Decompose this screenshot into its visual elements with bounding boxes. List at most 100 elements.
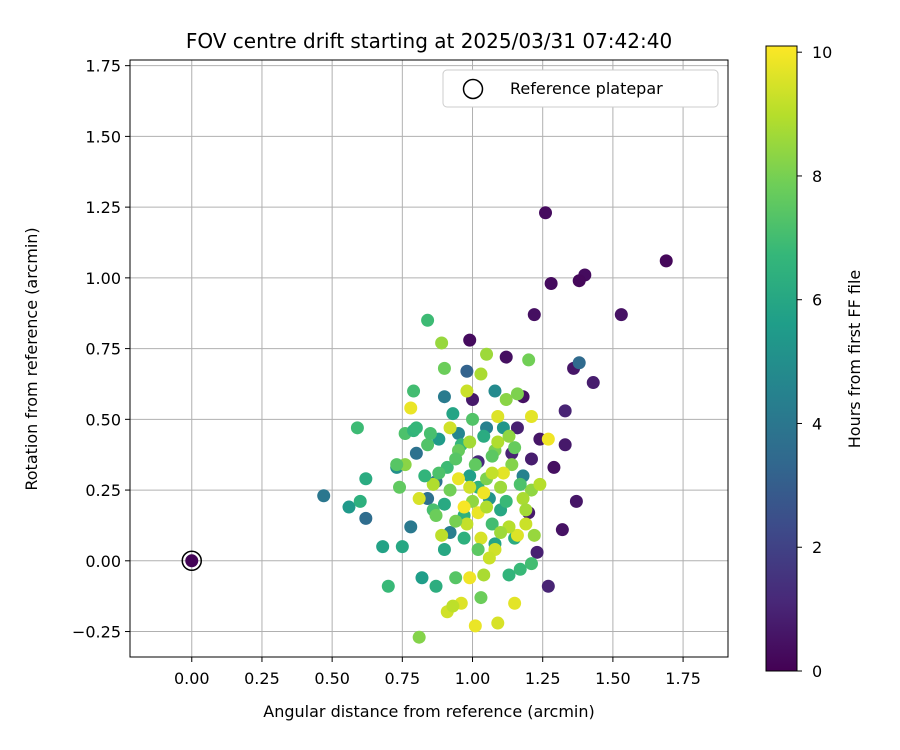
- data-point: [393, 480, 407, 494]
- data-point: [435, 528, 449, 542]
- data-point: [423, 426, 437, 440]
- y-tick-label: 0.00: [85, 552, 121, 571]
- data-point: [659, 254, 673, 268]
- colorbar-tick-label: 6: [812, 291, 822, 310]
- plot-area-frame: [129, 59, 729, 658]
- data-point: [513, 562, 527, 576]
- data-point: [569, 494, 583, 508]
- y-tick-label: 1.50: [85, 127, 121, 146]
- data-point: [471, 542, 485, 556]
- data-point: [474, 531, 488, 545]
- data-point: [480, 347, 494, 361]
- y-tick-label: 0.25: [85, 481, 121, 500]
- y-tick-label: 0.50: [85, 410, 121, 429]
- data-point: [527, 308, 541, 322]
- data-point: [572, 356, 586, 370]
- data-point: [524, 557, 538, 571]
- data-point: [496, 466, 510, 480]
- data-point: [463, 469, 477, 483]
- data-point: [614, 308, 628, 322]
- grid: [130, 60, 728, 657]
- legend: Reference platepar: [442, 69, 719, 108]
- data-points: [181, 206, 673, 644]
- data-point: [466, 412, 480, 426]
- data-point: [437, 542, 451, 556]
- data-point: [491, 410, 505, 424]
- x-tick-label: 1.50: [595, 669, 631, 688]
- data-point: [429, 579, 443, 593]
- data-point: [516, 492, 530, 506]
- data-point: [499, 393, 513, 407]
- data-point: [586, 376, 600, 390]
- data-point: [510, 421, 524, 435]
- x-tick-label: 0.75: [385, 669, 421, 688]
- data-point: [519, 503, 533, 517]
- legend-entry-reference: Reference platepar: [510, 79, 663, 98]
- data-point: [502, 429, 516, 443]
- data-point: [435, 336, 449, 350]
- y-axis-label: Rotation from reference (arcmin): [22, 227, 41, 490]
- data-point: [541, 432, 555, 446]
- data-point: [513, 477, 527, 491]
- y-axis: −0.25 0.00 0.25 0.50 0.75 1.00 1.25 1.50 1.75: [72, 57, 130, 642]
- data-point: [488, 384, 502, 398]
- data-point: [418, 469, 432, 483]
- data-point: [407, 384, 421, 398]
- data-point: [353, 494, 367, 508]
- data-point: [451, 472, 465, 486]
- data-point: [539, 206, 553, 220]
- data-point: [390, 458, 404, 472]
- colorbar-frame: [765, 45, 798, 672]
- x-tick-label: 0.00: [174, 669, 210, 688]
- data-point: [446, 599, 460, 613]
- data-point: [502, 568, 516, 582]
- data-point: [449, 571, 463, 585]
- colorbar-label: Hours from first FF file: [845, 270, 864, 449]
- data-point: [558, 438, 572, 452]
- data-point: [421, 313, 435, 327]
- data-point: [460, 384, 474, 398]
- data-point: [449, 514, 463, 528]
- data-point: [522, 353, 536, 367]
- x-tick-label: 1.75: [665, 669, 701, 688]
- data-point: [457, 500, 471, 514]
- x-tick-label: 0.50: [314, 669, 350, 688]
- data-point: [443, 421, 457, 435]
- data-point: [463, 435, 477, 449]
- colorbar-tick-label: 8: [812, 167, 822, 186]
- data-point: [376, 540, 390, 554]
- data-point: [437, 361, 451, 375]
- data-point: [485, 449, 499, 463]
- data-point: [499, 350, 513, 364]
- data-point: [555, 523, 569, 537]
- data-point: [317, 489, 331, 503]
- data-point: [491, 435, 505, 449]
- data-point: [426, 477, 440, 491]
- data-point: [409, 446, 423, 460]
- data-point: [409, 421, 423, 435]
- data-point: [446, 407, 460, 421]
- data-point: [510, 528, 524, 542]
- data-point: [412, 492, 426, 506]
- x-tick-label: 0.25: [244, 669, 280, 688]
- data-point: [477, 568, 491, 582]
- data-point: [457, 531, 471, 545]
- data-point: [463, 480, 477, 494]
- data-point: [463, 571, 477, 585]
- data-point: [381, 579, 395, 593]
- legend-box: [442, 69, 719, 108]
- chart-title: FOV centre drift starting at 2025/03/31 …: [186, 29, 672, 53]
- colorbar: 0 2 4 6 8 10 Hours from first FF file: [765, 43, 864, 681]
- data-point: [547, 460, 561, 474]
- data-point: [494, 480, 508, 494]
- data-point: [544, 277, 558, 291]
- y-tick-label: 0.75: [85, 340, 121, 359]
- data-point: [477, 486, 491, 500]
- data-point: [468, 458, 482, 472]
- data-point: [350, 421, 364, 435]
- data-point: [530, 545, 544, 559]
- data-point: [524, 452, 538, 466]
- colorbar-tick-label: 0: [812, 662, 822, 681]
- x-axis-label: Angular distance from reference (arcmin): [263, 702, 594, 721]
